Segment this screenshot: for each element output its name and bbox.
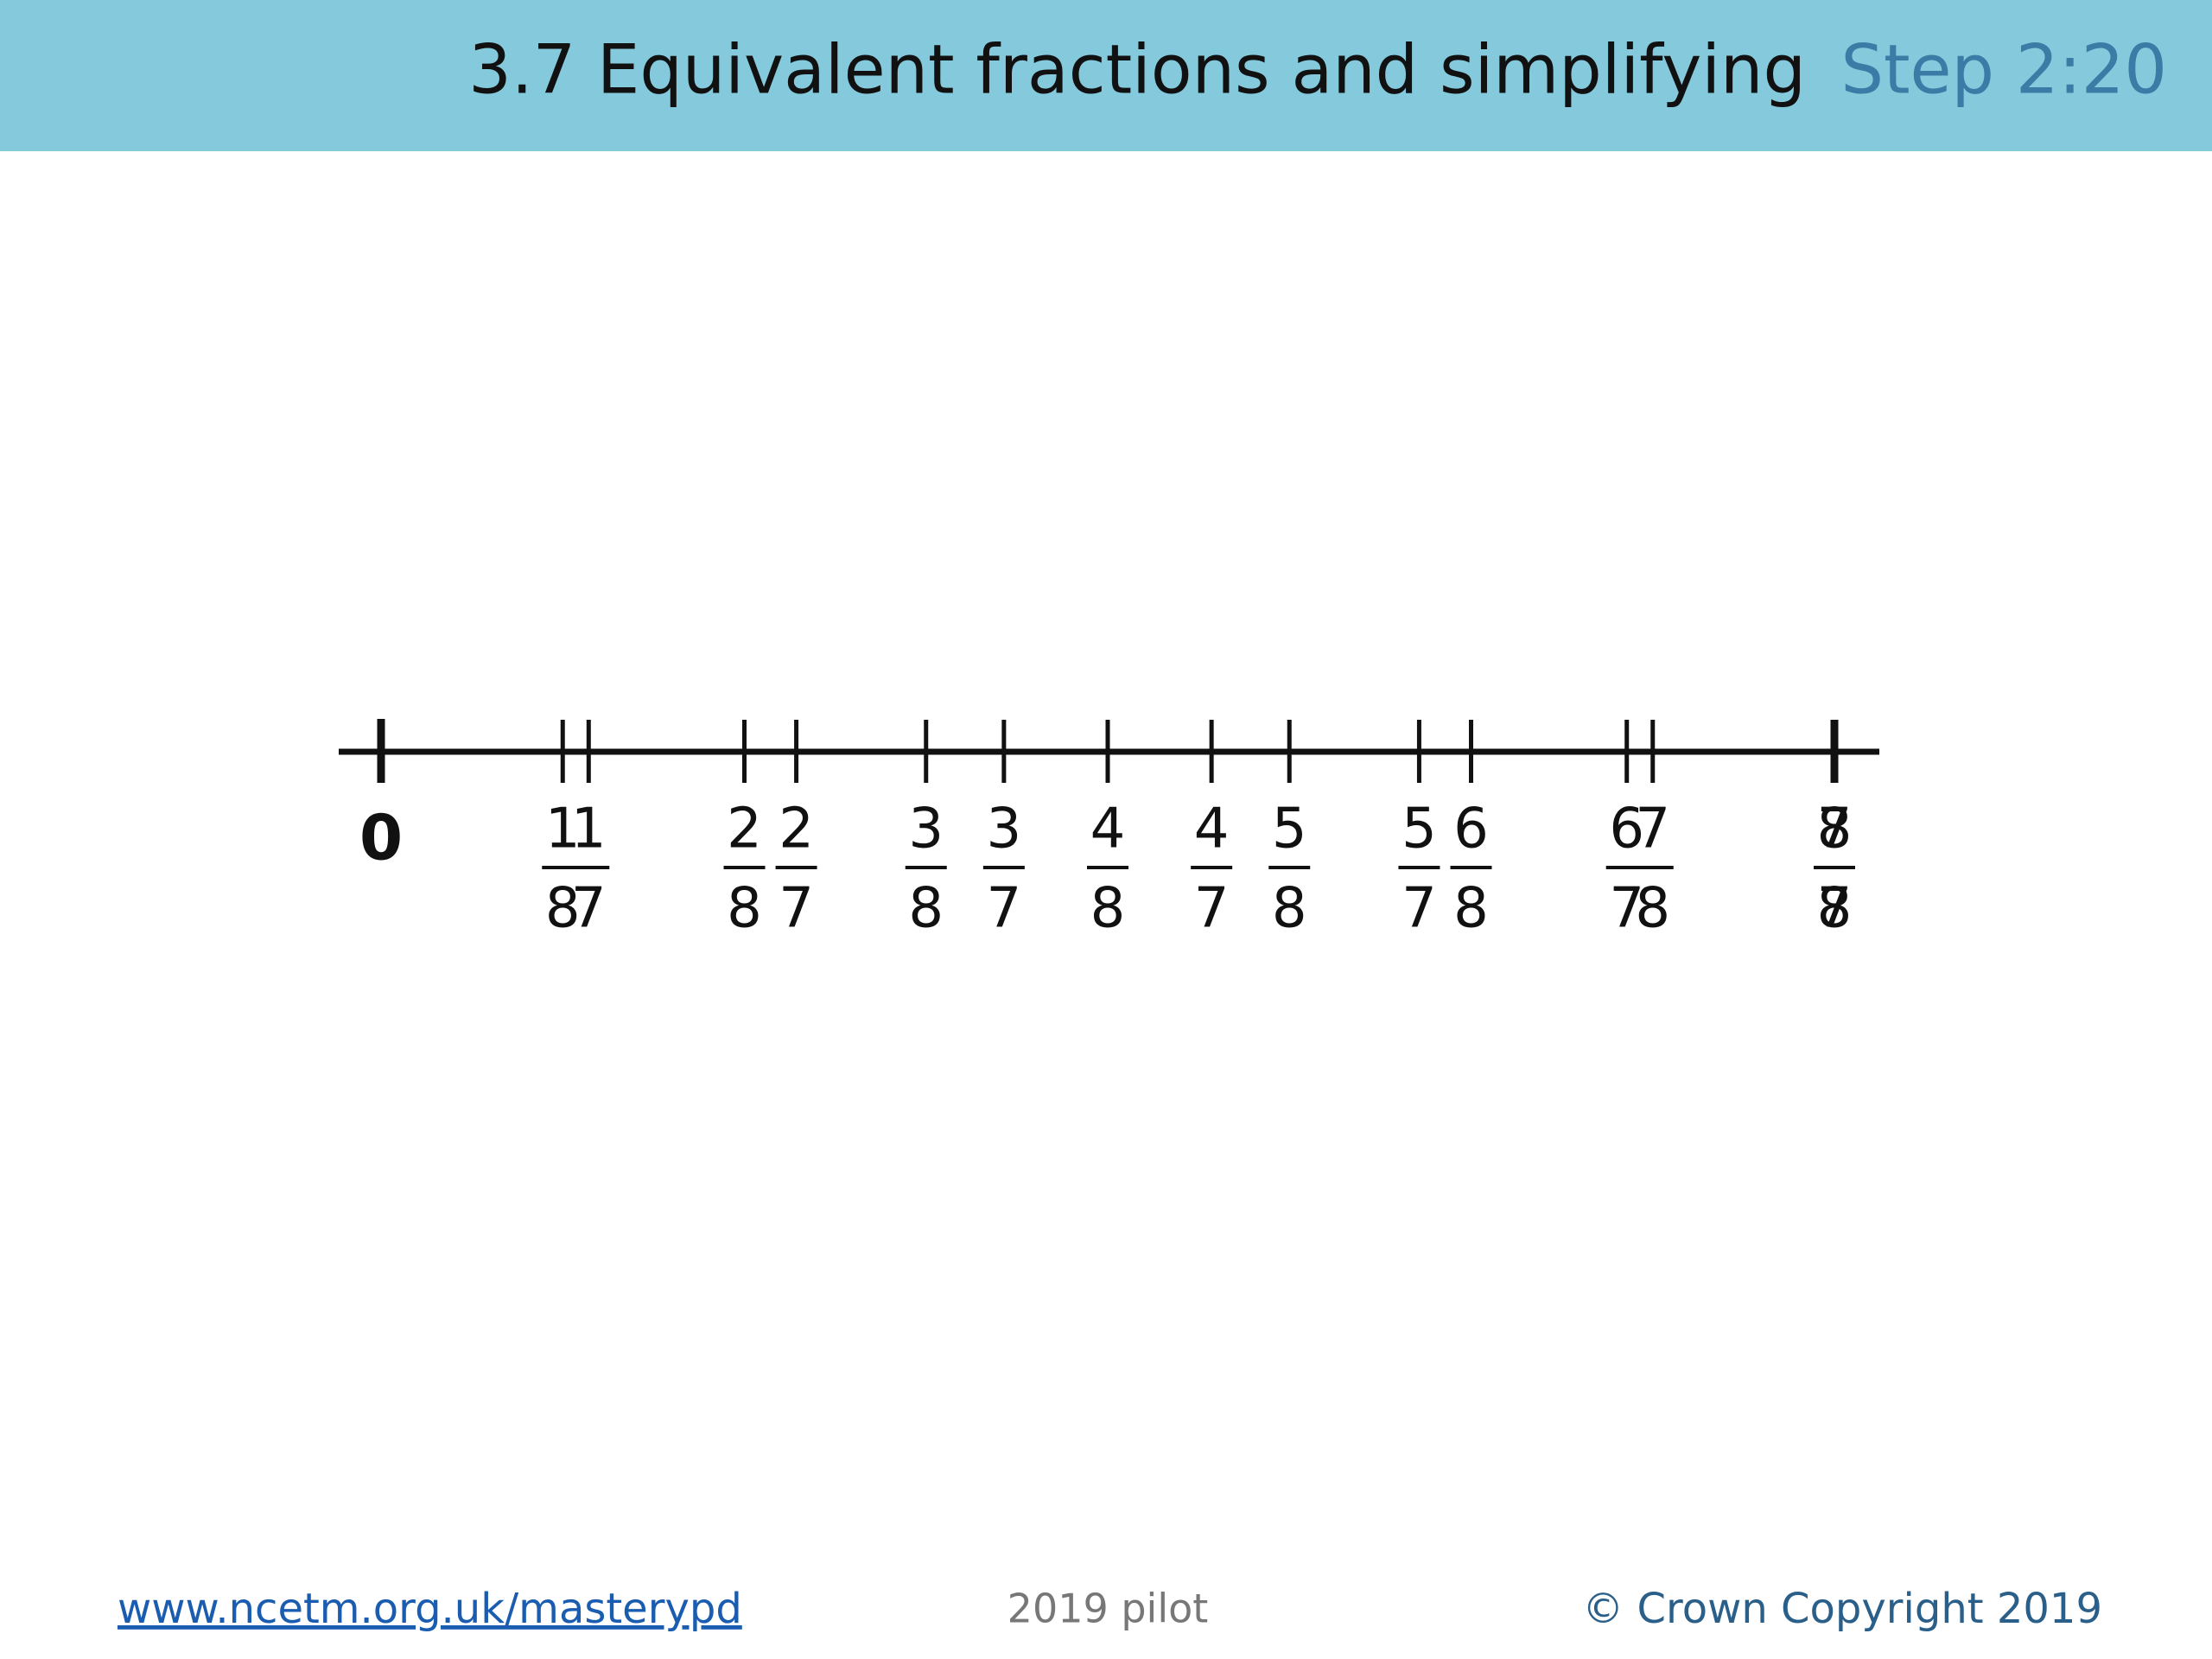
header-bar [0,0,2212,151]
denominator: 8 [545,877,581,941]
footer-link[interactable]: www.ncetm.org.uk/masterypd [118,1585,742,1633]
numerator: 3 [986,798,1021,861]
numerator: 3 [908,798,944,861]
denominator: 7 [1609,877,1644,941]
denominator: 7 [779,877,814,941]
numerator: 5 [1402,798,1437,861]
numerator: 4 [1090,798,1126,861]
denominator: 8 [1090,877,1126,941]
numerator: 7 [1635,798,1670,861]
numerator: 6 [1609,798,1644,861]
denominator: 8 [1453,877,1489,941]
denominator: 7 [571,877,607,941]
numerator: 2 [779,798,814,861]
denominator: 8 [908,877,944,941]
denominator: 7 [1402,877,1437,941]
numerator: 1 [545,798,581,861]
denominator: 8 [727,877,762,941]
numerator: 6 [1453,798,1489,861]
numerator: 1 [571,798,607,861]
numerator: 8 [1817,798,1853,861]
step: Step 2:20 [1840,31,2167,109]
numerator: 5 [1272,798,1307,861]
denominator: 8 [1272,877,1307,941]
denominator: 7 [1817,877,1853,941]
footer-center: 2019 pilot [1007,1586,1209,1632]
numerator: 7 [1817,798,1853,861]
title: 3.7 Equivalent fractions and simplifying [468,31,1806,109]
denominator: 7 [986,877,1021,941]
denominator: 8 [1635,877,1670,941]
numerator: 4 [1194,798,1230,861]
zero-label: 0 [359,802,403,874]
copyright: © Crown Copyright 2019 [1582,1585,2102,1633]
denominator: 7 [1194,877,1230,941]
numerator: 2 [727,798,762,861]
denominator: 8 [1817,877,1853,941]
